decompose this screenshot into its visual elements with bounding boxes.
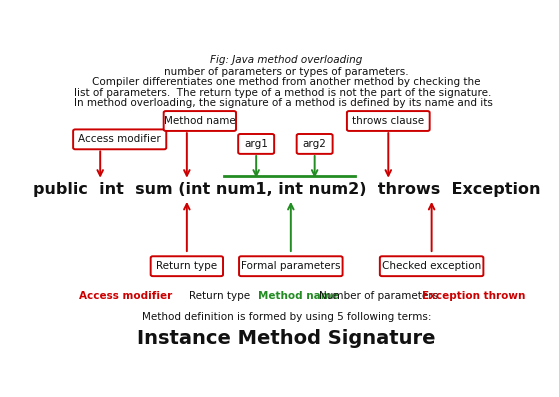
FancyBboxPatch shape (239, 256, 343, 276)
FancyBboxPatch shape (73, 129, 166, 149)
Text: throws clause: throws clause (352, 116, 424, 126)
FancyBboxPatch shape (380, 256, 484, 276)
Text: Return type: Return type (157, 261, 217, 271)
FancyBboxPatch shape (347, 111, 430, 131)
Text: arg1: arg1 (244, 139, 268, 149)
Text: Method name: Method name (258, 291, 339, 301)
Text: Access modifier: Access modifier (78, 134, 161, 145)
Text: public  int  sum (int num1, int num2)  throws  Exception: public int sum (int num1, int num2) thro… (33, 182, 540, 197)
Text: In method overloading, the signature of a method is defined by its name and its: In method overloading, the signature of … (74, 98, 493, 108)
Text: arg2: arg2 (303, 139, 326, 149)
FancyBboxPatch shape (151, 256, 223, 276)
Text: Instance Method Signature: Instance Method Signature (138, 329, 435, 348)
FancyBboxPatch shape (238, 134, 274, 154)
Text: Compiler differentiates one method from another method by checking the: Compiler differentiates one method from … (92, 77, 481, 87)
Text: Formal parameters: Formal parameters (241, 261, 340, 271)
FancyBboxPatch shape (164, 111, 236, 131)
Text: number of parameters or types of parameters.: number of parameters or types of paramet… (164, 67, 409, 77)
Text: Access modifier: Access modifier (78, 291, 172, 301)
Text: Method definition is formed by using 5 following terms:: Method definition is formed by using 5 f… (142, 312, 431, 322)
FancyBboxPatch shape (297, 134, 333, 154)
Text: Fig: Java method overloading: Fig: Java method overloading (210, 55, 363, 65)
Text: Number of parameters: Number of parameters (319, 291, 438, 301)
Text: Checked exception: Checked exception (382, 261, 481, 271)
Text: list of parameters.  The return type of a method is not the part of the signatur: list of parameters. The return type of a… (74, 88, 491, 98)
Text: Return type: Return type (189, 291, 250, 301)
Text: Method name: Method name (164, 116, 236, 126)
Text: Exception thrown: Exception thrown (421, 291, 525, 301)
